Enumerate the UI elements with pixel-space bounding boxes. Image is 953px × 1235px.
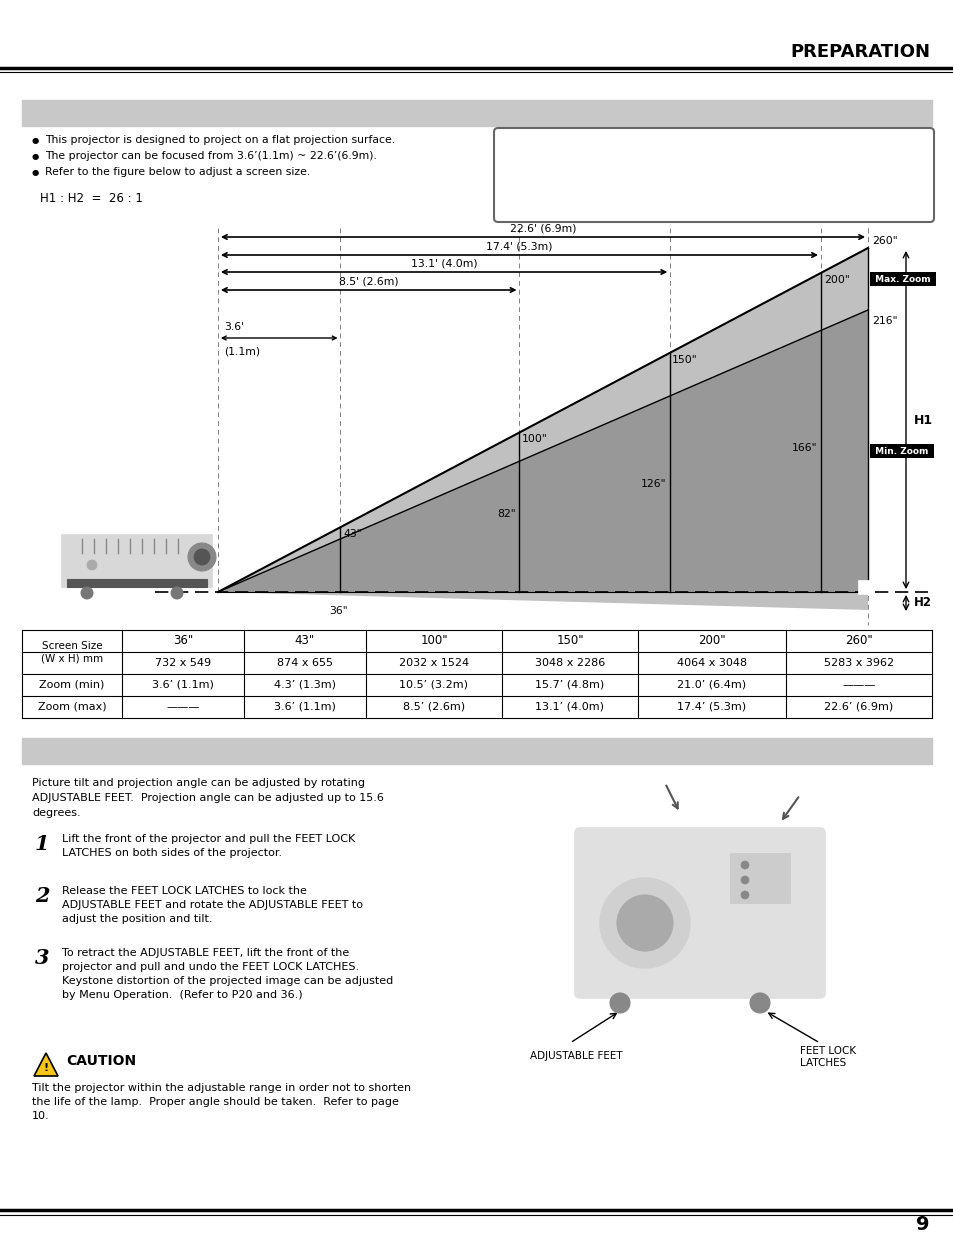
Text: 13.1' (4.0m): 13.1' (4.0m) — [411, 258, 476, 268]
Text: CAUTION: CAUTION — [66, 1053, 136, 1068]
Bar — [22, 739, 931, 764]
Text: 13.1’ (4.0m): 13.1’ (4.0m) — [535, 701, 604, 713]
Text: Max. Zoom: Max. Zoom — [871, 274, 933, 284]
Circle shape — [740, 876, 748, 884]
Text: Refer to the figure below to adjust a screen size.: Refer to the figure below to adjust a sc… — [45, 167, 310, 177]
Text: ———: ——— — [166, 701, 199, 713]
Text: 43": 43" — [294, 635, 314, 647]
Text: 8.5' (2.6m): 8.5' (2.6m) — [338, 275, 398, 287]
Text: 1: 1 — [35, 834, 50, 853]
Text: Lift the front of the projector and pull the FEET LOCK
LATCHES on both sides of : Lift the front of the projector and pull… — [62, 834, 355, 858]
Text: 82": 82" — [497, 509, 515, 519]
Text: 126": 126" — [640, 479, 665, 489]
Text: 2032 x 1524: 2032 x 1524 — [398, 658, 469, 668]
Text: 3048 x 2286: 3048 x 2286 — [535, 658, 604, 668]
Text: 8.5’ (2.6m): 8.5’ (2.6m) — [402, 701, 464, 713]
Text: Min. Zoom: Min. Zoom — [871, 447, 930, 456]
Text: ●: ● — [32, 152, 39, 161]
Polygon shape — [218, 592, 867, 610]
Text: ———: ——— — [841, 680, 875, 690]
Circle shape — [171, 587, 183, 599]
Text: 5283 x 3962: 5283 x 3962 — [823, 658, 893, 668]
Text: H1 : H2  =  26 : 1: H1 : H2 = 26 : 1 — [40, 191, 143, 205]
Bar — [729, 853, 789, 903]
Text: 200": 200" — [823, 275, 849, 285]
FancyBboxPatch shape — [494, 128, 933, 222]
Text: 4.3’ (1.3m): 4.3’ (1.3m) — [274, 680, 335, 690]
Polygon shape — [218, 248, 867, 592]
Text: 36": 36" — [172, 635, 193, 647]
Text: 22.6' (6.9m): 22.6' (6.9m) — [509, 224, 576, 233]
Text: ADJUSTABLE FEET: ADJUSTABLE FEET — [530, 1051, 622, 1061]
Text: (1.1m): (1.1m) — [224, 346, 260, 356]
Text: 260": 260" — [844, 635, 872, 647]
Text: H2: H2 — [913, 597, 931, 610]
Text: ADJUSTABLE FEET: ADJUSTABLE FEET — [400, 743, 553, 758]
Text: 100": 100" — [419, 635, 447, 647]
Text: POSITIONING PROJECTOR: POSITIONING PROJECTOR — [368, 105, 585, 121]
Circle shape — [193, 550, 210, 564]
Text: To retract the ADJUSTABLE FEET, lift the front of the
projector and pull and und: To retract the ADJUSTABLE FEET, lift the… — [62, 948, 393, 1000]
Text: 150": 150" — [672, 354, 697, 364]
Text: FEET LOCK
LATCHES: FEET LOCK LATCHES — [800, 1046, 855, 1068]
Polygon shape — [34, 1053, 58, 1076]
Text: ROOM LIGHT: ROOM LIGHT — [510, 144, 594, 157]
Text: Screen Size
(W x H) mm: Screen Size (W x H) mm — [41, 641, 103, 663]
Text: 3.6’ (1.1m): 3.6’ (1.1m) — [152, 680, 213, 690]
Text: 260": 260" — [871, 236, 897, 246]
Text: 200": 200" — [698, 635, 725, 647]
Text: 22.6’ (6.9m): 22.6’ (6.9m) — [823, 701, 893, 713]
Text: H1: H1 — [913, 414, 932, 426]
Circle shape — [87, 559, 97, 571]
Text: 874 x 655: 874 x 655 — [276, 658, 333, 668]
Text: Zoom (min): Zoom (min) — [39, 680, 105, 690]
Text: 3.6’ (1.1m): 3.6’ (1.1m) — [274, 701, 335, 713]
Text: This projector is designed to project on a flat projection surface.: This projector is designed to project on… — [45, 135, 395, 144]
Circle shape — [81, 587, 92, 599]
Circle shape — [617, 895, 672, 951]
Text: 21.0’ (6.4m): 21.0’ (6.4m) — [677, 680, 746, 690]
Text: Release the FEET LOCK LATCHES to lock the
ADJUSTABLE FEET and rotate the ADJUSTA: Release the FEET LOCK LATCHES to lock th… — [62, 885, 363, 924]
Text: 3.6': 3.6' — [224, 322, 244, 332]
Text: Tilt the projector within the adjustable range in order not to shorten
the life : Tilt the projector within the adjustable… — [32, 1083, 411, 1121]
Text: 10.5’ (3.2m): 10.5’ (3.2m) — [399, 680, 468, 690]
Text: 17.4' (5.3m): 17.4' (5.3m) — [486, 241, 552, 251]
Text: Zoom (max): Zoom (max) — [38, 701, 106, 713]
Text: !: ! — [44, 1063, 49, 1073]
Text: 732 x 549: 732 x 549 — [154, 658, 211, 668]
Text: PREPARATION: PREPARATION — [789, 43, 929, 61]
Polygon shape — [218, 310, 867, 592]
Bar — [67, 579, 207, 587]
Text: ●: ● — [32, 168, 39, 177]
Text: 17.4’ (5.3m): 17.4’ (5.3m) — [677, 701, 746, 713]
Text: The brightness in a room has a great influence on
picture quality.  It is recomm: The brightness in a room has a great inf… — [510, 158, 781, 210]
Bar — [22, 100, 931, 126]
Text: Picture tilt and projection angle can be adjusted by rotating
ADJUSTABLE FEET.  : Picture tilt and projection angle can be… — [32, 778, 383, 818]
Text: 3: 3 — [35, 948, 50, 968]
Text: 9: 9 — [916, 1215, 929, 1235]
Text: 150": 150" — [556, 635, 583, 647]
Text: 100": 100" — [521, 435, 547, 445]
Bar — [62, 535, 212, 587]
Circle shape — [740, 890, 748, 899]
Text: 216": 216" — [871, 316, 897, 326]
Text: 4064 x 3048: 4064 x 3048 — [677, 658, 746, 668]
Circle shape — [740, 861, 748, 869]
FancyBboxPatch shape — [575, 827, 824, 998]
Circle shape — [749, 993, 769, 1013]
Text: 43": 43" — [343, 529, 362, 540]
Circle shape — [188, 543, 215, 571]
Text: 2: 2 — [35, 885, 50, 906]
Bar — [857, 580, 871, 594]
Text: ●: ● — [32, 136, 39, 144]
Circle shape — [599, 878, 689, 968]
Circle shape — [609, 993, 629, 1013]
Text: 15.7’ (4.8m): 15.7’ (4.8m) — [535, 680, 604, 690]
Text: The projector can be focused from 3.6’(1.1m) ~ 22.6’(6.9m).: The projector can be focused from 3.6’(1… — [45, 151, 376, 161]
Text: 166": 166" — [791, 443, 816, 453]
Text: 36": 36" — [329, 606, 348, 616]
